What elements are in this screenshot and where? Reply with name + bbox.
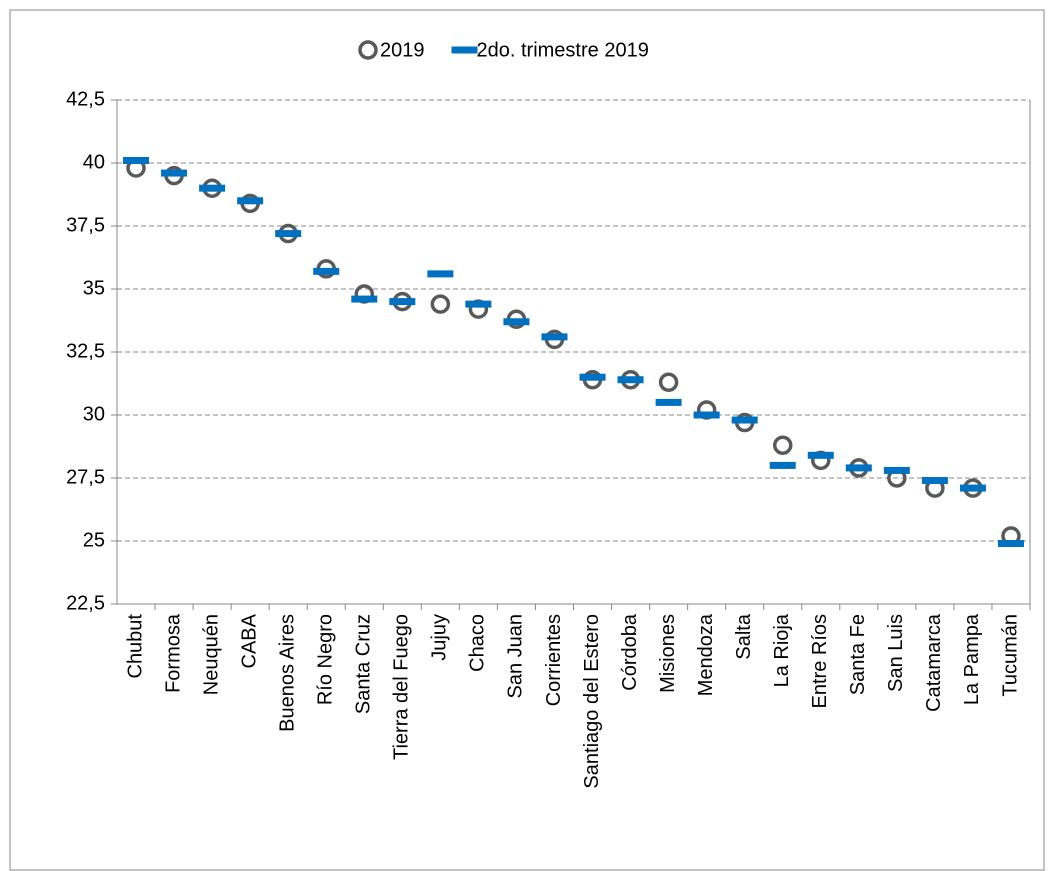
y-tick-label: 27,5 bbox=[66, 466, 105, 488]
dash-mark bbox=[807, 451, 834, 459]
dash-mark bbox=[427, 270, 454, 278]
y-tick-label: 40 bbox=[83, 151, 105, 173]
y-tick-label: 42,5 bbox=[66, 88, 105, 110]
x-tick-label: Corrientes bbox=[543, 614, 565, 706]
dash-mark bbox=[997, 540, 1024, 548]
dash-mark bbox=[351, 295, 378, 303]
x-tick-label: La Rioja bbox=[771, 613, 793, 687]
x-tick-label: Chubut bbox=[124, 614, 146, 679]
dash-mark bbox=[275, 230, 302, 238]
chart-frame bbox=[9, 9, 1045, 871]
dash-mark bbox=[465, 300, 492, 308]
x-tick-label: Santiago del Estero bbox=[581, 614, 603, 789]
point bbox=[658, 372, 679, 392]
x-tick-label: Córdoba bbox=[619, 613, 641, 691]
dash-mark bbox=[617, 376, 644, 384]
x-tick-label: Jujuy bbox=[429, 614, 451, 661]
y-tick-label: 22,5 bbox=[66, 592, 105, 614]
x-tick-label: Salta bbox=[733, 613, 755, 659]
legend-marker bbox=[358, 40, 378, 60]
y-tick-label: 32,5 bbox=[66, 340, 105, 362]
x-tick-label: Misiones bbox=[657, 614, 679, 693]
dash-mark bbox=[199, 184, 226, 192]
y-tick-label: 30 bbox=[83, 403, 105, 425]
legend-label: 2019 bbox=[380, 39, 425, 61]
dash-mark bbox=[693, 411, 720, 419]
dash-mark bbox=[921, 477, 948, 485]
dash-mark bbox=[731, 416, 758, 424]
x-tick-label: Formosa bbox=[162, 613, 184, 693]
dash-mark bbox=[655, 398, 682, 406]
x-tick-label: San Juan bbox=[505, 614, 527, 699]
dash-mark bbox=[959, 484, 986, 492]
y-tick-label: 25 bbox=[83, 529, 105, 551]
x-tick-label: Santa Cruz bbox=[353, 614, 375, 714]
dash-mark bbox=[123, 156, 150, 164]
dash-mark bbox=[769, 461, 796, 469]
x-tick-label: San Luis bbox=[885, 614, 907, 692]
x-tick-label: Tucumán bbox=[999, 614, 1021, 697]
legend: 2019 2do. trimestre 2019 bbox=[358, 39, 649, 61]
x-tick-label: CABA bbox=[238, 613, 260, 668]
x-tick-label: Chaco bbox=[467, 614, 489, 672]
y-tick-label: 35 bbox=[83, 277, 105, 299]
dash-mark bbox=[161, 169, 188, 177]
x-tick-label: Catamarca bbox=[923, 613, 945, 712]
dash-mark bbox=[541, 333, 568, 341]
legend-marker bbox=[451, 46, 478, 54]
x-tick-label: La Pampa bbox=[961, 613, 983, 705]
x-tick-label: Entre Ríos bbox=[809, 614, 831, 708]
dash-mark bbox=[503, 318, 530, 326]
dash-mark bbox=[883, 466, 910, 474]
y-tick-label: 37,5 bbox=[66, 214, 105, 236]
dash-mark bbox=[579, 373, 606, 381]
dash-mark bbox=[389, 298, 416, 306]
point bbox=[430, 294, 451, 314]
dash-mark bbox=[237, 197, 264, 205]
x-tick-label: Río Negro bbox=[315, 614, 337, 705]
dash-mark bbox=[845, 464, 872, 472]
x-tick-label: Santa Fe bbox=[847, 614, 869, 695]
point bbox=[772, 435, 793, 455]
legend-label: 2do. trimestre 2019 bbox=[477, 39, 649, 61]
x-tick-label: Tierra del Fuego bbox=[391, 614, 413, 760]
dash-mark bbox=[313, 267, 340, 275]
x-tick-label: Mendoza bbox=[695, 613, 717, 696]
x-tick-label: Buenos Aires bbox=[276, 614, 298, 732]
x-tick-label: Neuquén bbox=[200, 614, 222, 695]
